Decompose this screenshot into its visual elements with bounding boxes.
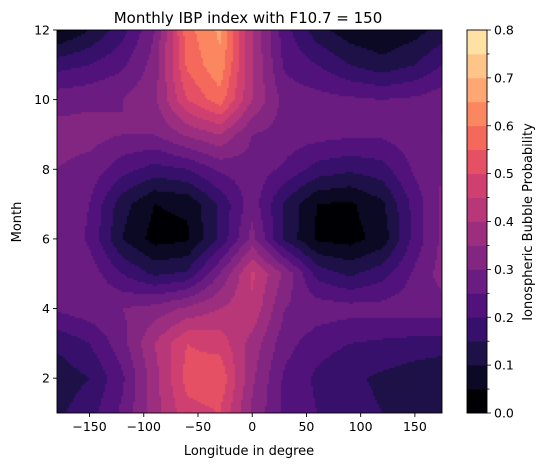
colorbar-tick-label: 0.1 — [494, 358, 514, 373]
chart-title: Monthly IBP index with F10.7 = 150 — [114, 9, 383, 27]
y-tick-label: 8 — [42, 162, 50, 177]
y-tick-label: 12 — [34, 23, 50, 38]
y-tick-label: 10 — [34, 92, 50, 107]
colorbar-band — [467, 389, 487, 414]
colorbar-tick-label: 0.2 — [494, 310, 514, 325]
y-tick-label: 2 — [42, 371, 50, 386]
colorbar-band — [467, 173, 487, 198]
colorbar-band — [467, 101, 487, 127]
colorbar-band — [467, 197, 487, 222]
colorbar-band — [467, 269, 487, 294]
x-tick-label: −50 — [185, 419, 211, 434]
colorbar-tick-label: 0.7 — [494, 70, 514, 85]
y-tick-label: 6 — [42, 231, 50, 246]
colorbar-label: Ionospheric Bubble Probability — [521, 123, 536, 321]
plot-area — [57, 30, 442, 413]
contour-field — [57, 30, 442, 413]
colorbar-tick-label: 0.5 — [494, 166, 514, 181]
x-tick-label: −100 — [127, 419, 161, 434]
colorbar-band — [467, 317, 487, 342]
colorbar-tick-label: 0.3 — [494, 262, 514, 277]
colorbar-band — [467, 125, 487, 151]
x-tick-label: 150 — [403, 419, 427, 434]
y-axis: 2 4 6 8 10 12 — [34, 23, 57, 386]
colorbar-tick-label: 0.8 — [494, 23, 514, 38]
y-tick-label: 4 — [42, 301, 50, 316]
colorbar-band — [467, 293, 487, 318]
colorbar-band — [467, 77, 487, 103]
x-tick-label: 0 — [248, 419, 256, 434]
x-tick-label: 100 — [349, 419, 373, 434]
colorbar-band — [467, 221, 487, 246]
colorbar-band — [467, 341, 487, 366]
colorbar-tick-label: 0.4 — [494, 214, 514, 229]
plot-frame — [56, 29, 443, 414]
colorbar-band — [467, 53, 487, 79]
y-axis-label: Month — [10, 202, 25, 243]
colorbar-band — [467, 30, 487, 55]
colorbar-band — [467, 149, 487, 175]
x-axis-label: Longitude in degree — [184, 444, 314, 459]
x-tick-label: 50 — [298, 419, 314, 434]
colorbar-tick-label: 0.0 — [494, 406, 514, 421]
x-axis: −150 −100 −50 0 50 100 150 — [72, 413, 427, 434]
colorbar: 0.0 0.1 0.2 0.3 0.4 0.5 0.6 0.7 0.8 — [466, 23, 514, 421]
x-tick-label: −150 — [72, 419, 106, 434]
colorbar-band — [467, 245, 487, 270]
colorbar-band — [467, 365, 487, 390]
colorbar-tick-label: 0.6 — [494, 118, 514, 133]
